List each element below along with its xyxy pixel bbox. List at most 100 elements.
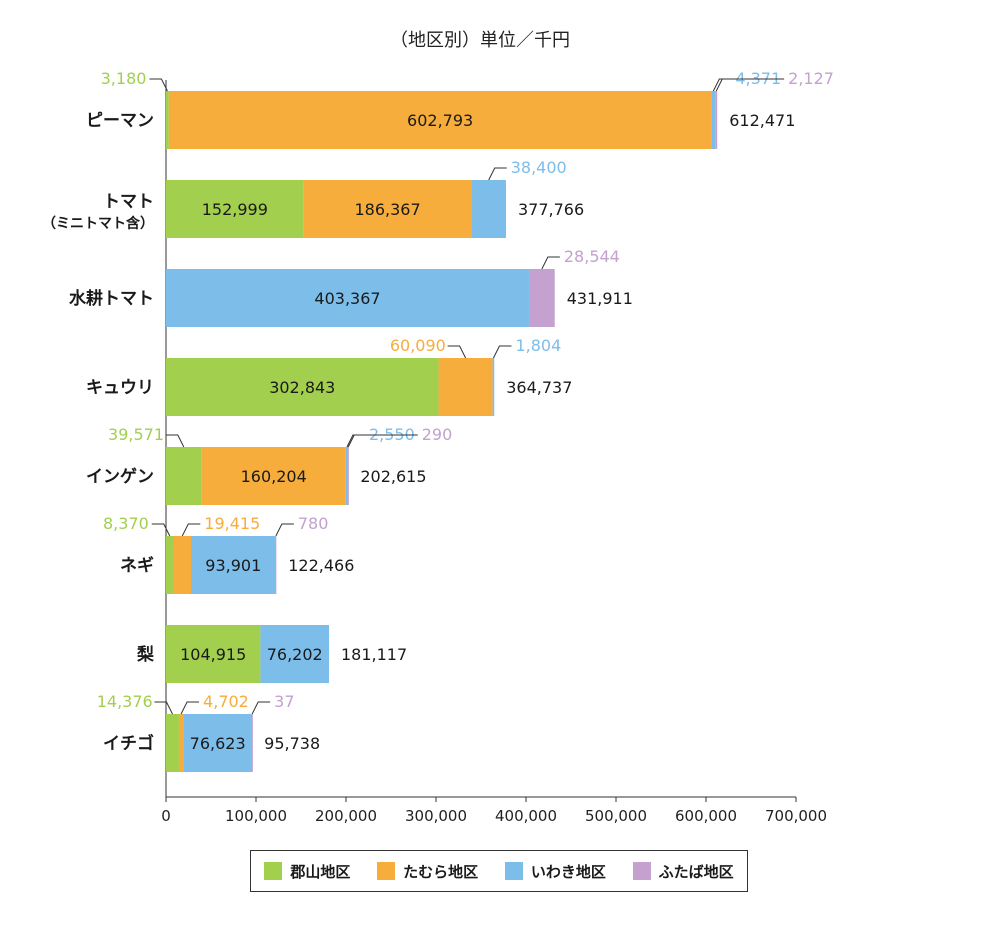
bar-segment (166, 536, 174, 594)
bar-segment (715, 91, 718, 149)
bar-segment (166, 447, 202, 505)
callout-value-label: 39,571 (108, 425, 164, 444)
x-tick-label: 200,000 (315, 807, 377, 825)
segment-value-label: 76,623 (190, 734, 246, 753)
bar-segment (438, 358, 493, 416)
bar-segment (252, 714, 253, 772)
callout-leader (181, 523, 201, 537)
category-label: キュウリ (86, 378, 154, 398)
callout-value-label: 8,370 (103, 514, 149, 533)
bar-segment (201, 447, 346, 505)
bar-segment (166, 358, 439, 416)
callout-leader (154, 701, 173, 715)
chart-legend: 郡山地区 たむら地区 いわき地区 ふたば地区 (250, 850, 748, 892)
callout-leader (447, 345, 467, 359)
chart-unit-title: （地区別）単位／千円 (390, 30, 570, 51)
callout-leader (712, 78, 732, 92)
segment-value-label: 403,367 (314, 289, 380, 308)
callout-leader (541, 256, 560, 270)
bar-segment (711, 91, 716, 149)
callout-value-label: 780 (298, 514, 329, 533)
legend-swatch (264, 862, 283, 880)
legend-item: たむら地区 (377, 861, 478, 882)
bar-segment (166, 269, 530, 327)
callout-value-label: 28,544 (564, 247, 620, 266)
category-label: ネギ (120, 556, 154, 576)
x-tick-label: 100,000 (225, 807, 287, 825)
category-label: イチゴ (103, 733, 154, 754)
callout-value-label: 2,127 (788, 69, 834, 88)
bar-total-label: 612,471 (729, 111, 795, 130)
callout-value-label: 37 (274, 692, 294, 711)
legend-label: ふたば地区 (658, 862, 734, 881)
bar-total-label: 431,911 (567, 289, 633, 308)
category-label: トマト (103, 192, 154, 212)
bar-segment (166, 625, 261, 683)
callout-leader (275, 523, 294, 537)
bar-total-label: 202,615 (360, 467, 426, 486)
bar-total-label: 181,117 (341, 645, 407, 664)
callout-value-label: 38,400 (511, 158, 567, 177)
bar-total-label: 122,466 (288, 556, 354, 575)
bar-segment (492, 358, 495, 416)
callout-value-label: 4,702 (203, 692, 249, 711)
bar-total-label: 364,737 (506, 378, 572, 397)
callout-leader (149, 78, 168, 92)
x-tick-label: 0 (161, 807, 171, 825)
segment-value-label: 76,202 (267, 645, 323, 664)
category-label: インゲン (86, 466, 154, 487)
callout-leader (165, 434, 185, 448)
legend-label: いわき地区 (530, 862, 606, 881)
x-tick-label: 700,000 (765, 807, 827, 825)
bar-segment (275, 536, 277, 594)
x-tick-label: 500,000 (585, 807, 647, 825)
callout-leader (488, 167, 507, 181)
legend-label: 郡山地区 (290, 862, 351, 881)
segment-value-label: 302,843 (269, 378, 335, 397)
bar-segment (348, 447, 349, 505)
x-tick-label: 300,000 (405, 807, 467, 825)
category-label: 水耕トマト (69, 288, 154, 309)
bar-segment (173, 536, 192, 594)
legend-item: いわき地区 (504, 861, 606, 882)
callout-value-label: 60,090 (390, 336, 446, 355)
callout-value-label: 14,376 (97, 692, 153, 711)
legend-swatch (504, 862, 523, 880)
segment-value-label: 104,915 (180, 645, 246, 664)
callout-leader (180, 701, 200, 715)
bar-total-label: 95,738 (264, 734, 320, 753)
callout-leader (715, 78, 785, 92)
callout-leader (251, 701, 271, 715)
segment-value-label: 186,367 (354, 200, 420, 219)
segment-value-label: 602,793 (407, 111, 473, 130)
bar-segment (183, 714, 253, 772)
bar-segment (345, 447, 349, 505)
category-label: ピーマン (86, 111, 154, 131)
bar-segment (166, 714, 179, 772)
callout-leader (493, 345, 512, 359)
bar-segment (166, 91, 169, 149)
legend-swatch (632, 862, 651, 880)
callout-leader (151, 523, 171, 537)
legend-swatch (377, 862, 396, 880)
segment-value-label: 93,901 (205, 556, 261, 575)
callout-value-label: 19,415 (204, 514, 260, 533)
bar-segment (303, 180, 472, 238)
segment-value-label: 160,204 (241, 467, 307, 486)
x-tick-label: 600,000 (675, 807, 737, 825)
bar-segment (529, 269, 555, 327)
category-label-sub: （ミニトマト含） (42, 215, 154, 232)
category-label: 梨 (136, 644, 155, 665)
x-tick-label: 400,000 (495, 807, 557, 825)
bar-segment (191, 536, 276, 594)
bar-segment (166, 180, 304, 238)
bar-segment (260, 625, 330, 683)
callout-value-label: 3,180 (101, 69, 147, 88)
bar-segment (471, 180, 506, 238)
legend-item: ふたば地区 (632, 861, 734, 882)
legend-item: 郡山地区 (264, 861, 350, 882)
callout-value-label: 290 (422, 425, 453, 444)
bar-total-label: 377,766 (518, 200, 584, 219)
bar-segment (178, 714, 184, 772)
